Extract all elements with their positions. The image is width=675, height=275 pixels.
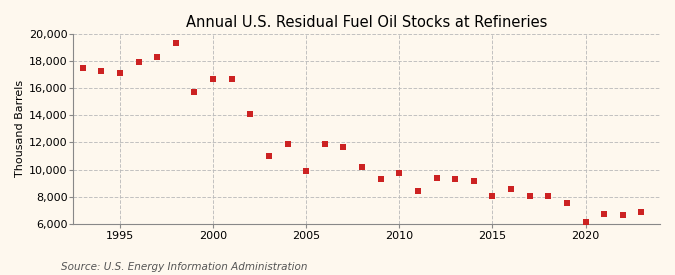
Point [245,112,256,116]
Point [412,189,423,193]
Point [375,177,386,181]
Point [96,68,107,73]
Point [431,176,442,181]
Point [356,165,367,169]
Point [301,169,312,173]
Y-axis label: Thousand Barrels: Thousand Barrels [15,80,25,177]
Text: Source: U.S. Energy Information Administration: Source: U.S. Energy Information Administ… [61,262,307,272]
Title: Annual U.S. Residual Fuel Oil Stocks at Refineries: Annual U.S. Residual Fuel Oil Stocks at … [186,15,547,30]
Point [543,194,554,198]
Point [282,142,293,146]
Point [263,154,274,158]
Point [580,219,591,224]
Point [77,66,88,70]
Point [115,71,126,75]
Point [636,210,647,214]
Point [562,201,572,206]
Point [468,179,479,183]
Point [394,171,405,175]
Point [226,76,237,81]
Point [618,213,628,217]
Point [506,186,516,191]
Point [189,90,200,94]
Point [152,55,163,59]
Point [319,142,330,146]
Point [338,144,349,149]
Point [208,76,219,81]
Point [524,194,535,198]
Point [487,194,497,198]
Point [170,41,181,46]
Point [599,211,610,216]
Point [450,177,460,181]
Point [133,60,144,65]
